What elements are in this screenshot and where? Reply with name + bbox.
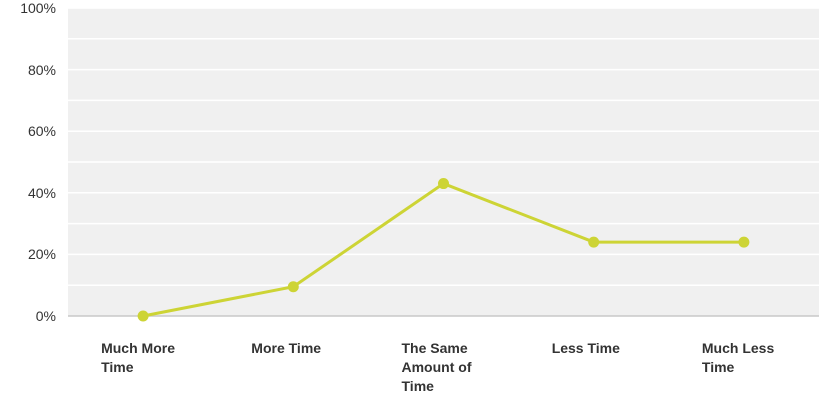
point [588,236,600,248]
x-tick-label: Much Less Time [701,340,775,375]
y-tick-label: 40% [27,184,56,201]
point [137,310,149,322]
y-tick-label: 0% [35,308,56,324]
point [287,281,299,293]
point [738,236,750,248]
x-tick-label: Less Time [551,340,620,356]
y-tick-label: 100% [20,0,56,16]
y-tick-label: 20% [27,246,56,263]
y-tick-label: 80% [27,61,56,78]
point [438,178,449,190]
x-tick-label: Much More Time [101,340,175,375]
x-tick-label: The Same Amount of Time [401,340,472,394]
x-tick-label: More Time [251,340,322,356]
y-tick-label: 60% [27,123,56,140]
